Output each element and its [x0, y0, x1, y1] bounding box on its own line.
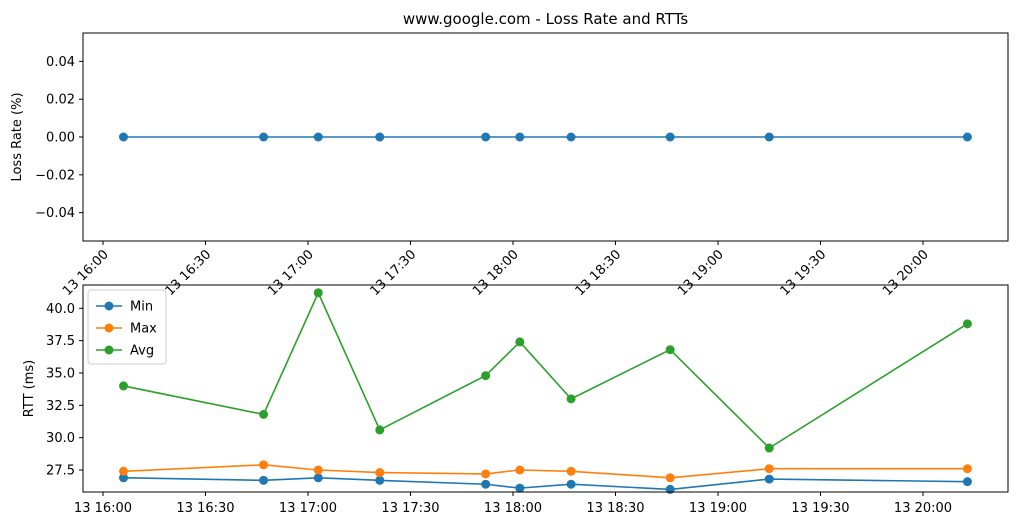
y-tick-label: 40.0	[46, 302, 75, 317]
data-point	[962, 319, 972, 329]
loss-rate-chart: www.google.com - Loss Rate and RTTs Loss …	[10, 10, 1009, 299]
y-tick-label: 32.5	[46, 399, 75, 414]
chart-title: www.google.com - Loss Rate and RTTs	[403, 10, 688, 28]
data-point	[119, 473, 128, 483]
series-line-avg	[123, 290, 968, 450]
legend-swatch-marker	[104, 345, 114, 355]
data-point	[481, 132, 491, 142]
data-point	[764, 464, 774, 474]
data-point	[764, 474, 774, 484]
data-point	[764, 132, 774, 142]
data-point	[665, 473, 675, 483]
data-point	[515, 483, 525, 493]
x-tick-label: 13 16:30	[176, 501, 234, 516]
x-tick-label: 13 17:30	[381, 501, 439, 516]
data-point	[119, 132, 128, 142]
legend-swatch-marker	[104, 301, 114, 311]
data-point	[119, 466, 128, 476]
data-point	[665, 484, 675, 494]
data-point	[515, 465, 525, 475]
x-tick-label: 13 19:30	[778, 247, 830, 299]
x-tick-label: 13 19:00	[689, 501, 747, 516]
data-point	[962, 464, 972, 474]
x-tick-label: 13 16:00	[74, 501, 132, 516]
data-point	[481, 479, 491, 489]
data-point	[259, 475, 269, 485]
data-point	[313, 465, 323, 475]
x-tick-label: 13 19:30	[791, 501, 849, 516]
legend: Min Max Avg	[87, 289, 167, 365]
data-point	[665, 345, 675, 355]
series-line-max	[123, 464, 968, 479]
data-point	[375, 468, 385, 478]
y-axis-label: Loss Rate (%)	[10, 92, 25, 181]
data-point	[764, 443, 774, 453]
data-point	[566, 466, 576, 476]
y-tick-label: 0.02	[46, 93, 75, 108]
x-tick-label: 13 20:00	[880, 247, 932, 299]
data-point	[259, 460, 269, 470]
data-point	[375, 132, 385, 142]
data-point	[481, 469, 491, 479]
data-point	[313, 473, 323, 483]
y-axis-label: RTT (ms)	[22, 360, 37, 417]
data-point	[375, 425, 385, 435]
data-point	[313, 288, 323, 298]
x-tick-label: 13 17:30	[368, 247, 420, 299]
data-point	[375, 475, 385, 485]
data-point	[119, 381, 128, 391]
axes-frame	[82, 284, 1009, 493]
data-point	[566, 394, 576, 404]
legend-label: Min	[130, 300, 153, 315]
y-tick-label: −0.04	[35, 206, 75, 221]
x-tick-label: 13 17:00	[279, 501, 337, 516]
y-tick-label: −0.02	[35, 168, 75, 183]
data-point	[962, 132, 972, 142]
x-tick-label: 13 18:30	[573, 247, 625, 299]
legend-label: Avg	[130, 344, 154, 359]
data-point	[259, 132, 269, 142]
axes-frame	[82, 32, 1009, 242]
data-point	[313, 132, 323, 142]
x-tick-label: 13 18:00	[484, 501, 542, 516]
y-tick-label: 37.5	[46, 334, 75, 349]
legend-label: Max	[130, 322, 157, 337]
x-tick-label: 13 20:00	[894, 501, 952, 516]
y-tick-label: 27.5	[46, 464, 75, 479]
data-point	[259, 409, 269, 419]
y-tick-label: 35.0	[46, 366, 75, 381]
data-point	[515, 337, 525, 347]
data-point	[665, 132, 675, 142]
rtt-chart: RTT (ms) 27.5 30.0 32.5 35.0 37.5 40.0 13 16:00…	[22, 284, 1009, 516]
x-tick-label: 13 18:30	[586, 501, 644, 516]
x-tick-label: 13 17:00	[265, 247, 317, 299]
x-tick-label: 13 19:00	[675, 247, 727, 299]
data-point	[962, 477, 972, 487]
data-point	[566, 132, 576, 142]
data-point	[515, 132, 525, 142]
data-point	[566, 479, 576, 489]
y-tick-label: 0.00	[46, 131, 75, 146]
data-point	[481, 371, 491, 381]
x-tick-label: 13 16:30	[163, 247, 215, 299]
x-tick-label: 13 18:00	[470, 247, 522, 299]
legend-swatch-marker	[104, 323, 114, 333]
y-tick-label: 0.04	[46, 55, 75, 70]
series-line-min	[123, 476, 968, 491]
y-tick-label: 30.0	[46, 431, 75, 446]
